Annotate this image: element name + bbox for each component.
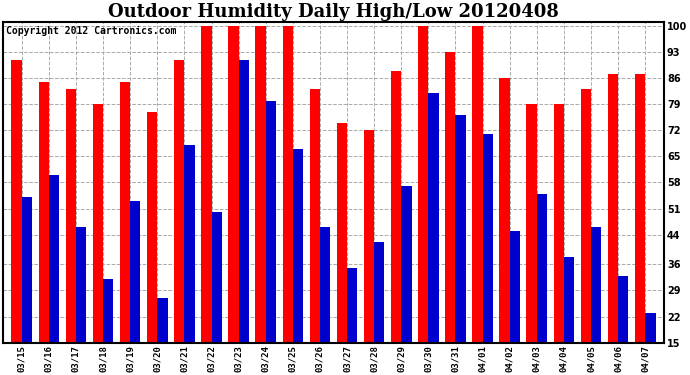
Bar [618, 276, 629, 343]
Bar [591, 227, 601, 343]
Bar [239, 60, 249, 343]
Bar [66, 89, 76, 343]
Bar [374, 242, 384, 343]
Bar [92, 104, 103, 343]
Bar [266, 100, 276, 343]
Bar [282, 26, 293, 343]
Bar [320, 227, 331, 343]
Bar [12, 60, 22, 343]
Bar [391, 71, 402, 343]
Bar [445, 52, 455, 343]
Bar [174, 60, 184, 343]
Bar [39, 82, 49, 343]
Bar [472, 26, 482, 343]
Bar [310, 89, 320, 343]
Bar [428, 93, 439, 343]
Bar [455, 116, 466, 343]
Bar [76, 227, 86, 343]
Bar [22, 197, 32, 343]
Bar [635, 75, 645, 343]
Bar [581, 89, 591, 343]
Bar [103, 279, 113, 343]
Text: Copyright 2012 Cartronics.com: Copyright 2012 Cartronics.com [6, 26, 177, 36]
Bar [564, 257, 574, 343]
Bar [147, 112, 157, 343]
Bar [608, 75, 618, 343]
Bar [228, 26, 239, 343]
Title: Outdoor Humidity Daily High/Low 20120408: Outdoor Humidity Daily High/Low 20120408 [108, 3, 559, 21]
Bar [537, 194, 547, 343]
Bar [255, 26, 266, 343]
Bar [418, 26, 428, 343]
Bar [201, 26, 212, 343]
Bar [120, 82, 130, 343]
Bar [526, 104, 537, 343]
Bar [500, 78, 510, 343]
Bar [293, 149, 303, 343]
Bar [184, 145, 195, 343]
Bar [510, 231, 520, 343]
Bar [337, 123, 347, 343]
Bar [157, 298, 168, 343]
Bar [130, 201, 141, 343]
Bar [212, 212, 221, 343]
Bar [364, 130, 374, 343]
Bar [482, 134, 493, 343]
Bar [49, 175, 59, 343]
Bar [645, 313, 656, 343]
Bar [402, 186, 411, 343]
Bar [553, 104, 564, 343]
Bar [347, 268, 357, 343]
